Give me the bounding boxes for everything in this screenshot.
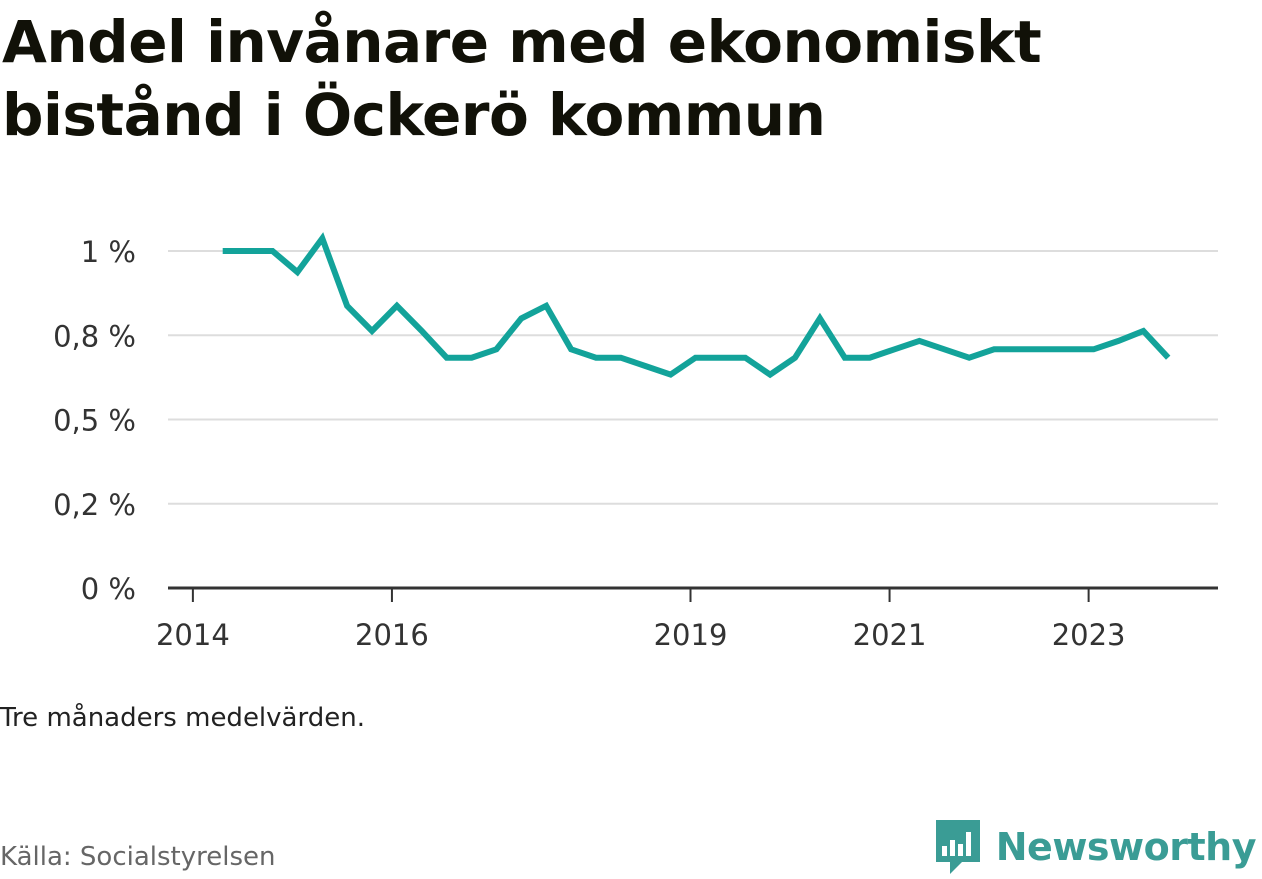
newsworthy-logo-icon [935,820,980,874]
y-tick-label: 1 % [81,235,136,269]
chart-title: Andel invånare med ekonomiskt bistånd i … [2,8,1042,149]
brand-name: Newsworthy [995,825,1257,869]
brand-logo: Newsworthy [934,818,1257,876]
x-tick-label: 2021 [853,618,927,652]
x-axis: 2014 2016 2019 2021 2023 [156,586,1218,652]
y-tick-label: 0 % [81,572,136,606]
x-tick-label: 2019 [654,618,728,652]
gridlines [168,250,1218,505]
y-tick-label: 0,2 % [53,488,136,522]
y-tick-label: 0,8 % [53,319,136,353]
x-tick-label: 2014 [156,618,230,652]
x-tick-label: 2023 [1052,618,1126,652]
y-axis-tick-labels: 0 % 0,2 % 0,5 % 0,8 % 1 % [53,235,136,606]
source-credit: Källa: Socialstyrelsen [0,842,276,872]
series-line [222,232,1171,379]
x-tick-label: 2016 [355,618,429,652]
y-tick-label: 0,5 % [53,404,136,438]
series-line-path [222,232,1171,379]
chart-note: Tre månaders medelvärden. [0,703,365,733]
